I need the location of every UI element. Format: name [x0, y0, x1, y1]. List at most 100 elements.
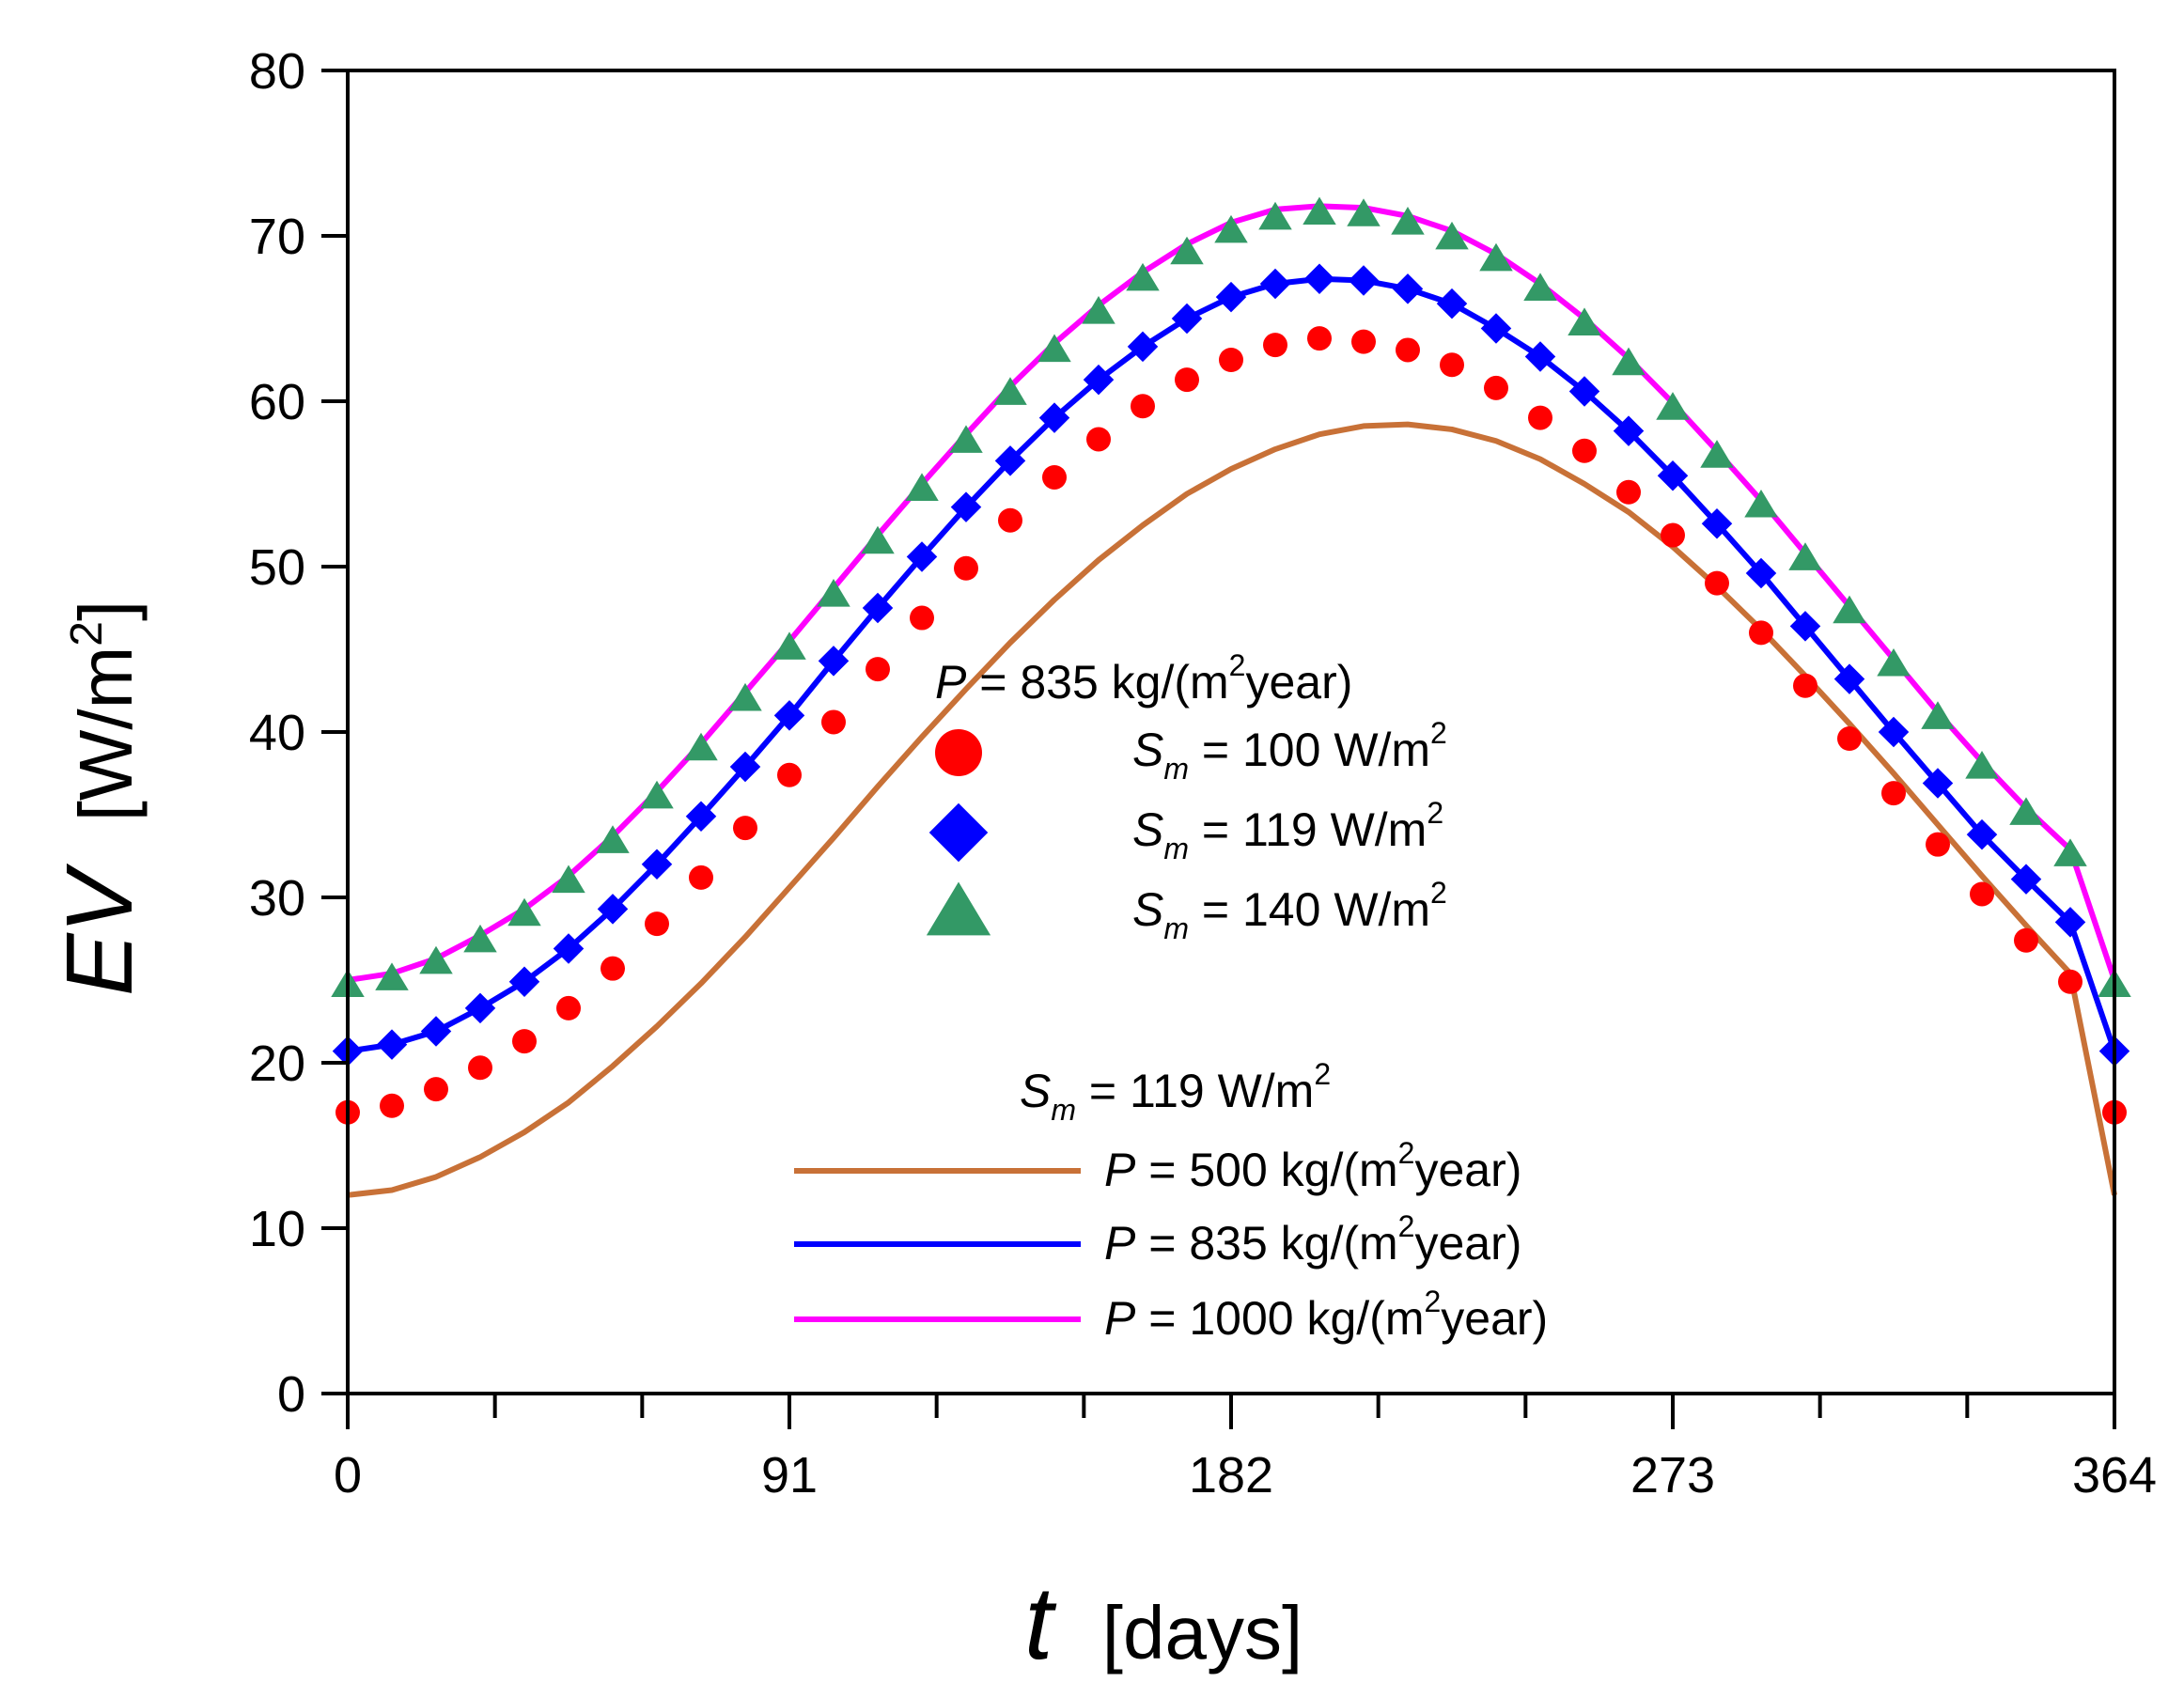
legend-label: P = 500 kg/(m2year) [1104, 1136, 1521, 1196]
data-point [645, 911, 669, 937]
data-point [508, 966, 540, 998]
legend-label-sub: m [1163, 752, 1189, 786]
data-point [463, 924, 497, 953]
series-line [347, 421, 2117, 1198]
data-point [1042, 464, 1067, 490]
y-tick-label: 60 [249, 374, 305, 430]
legend-label-text: = 140 W/m [1189, 883, 1430, 936]
x-axis-unit: [days] [1102, 1591, 1303, 1675]
legend-label-sub: m [1163, 832, 1189, 865]
data-point [1215, 281, 1247, 313]
data-point [1214, 214, 1248, 243]
legend-label: Sm = 100 W/m2 [1132, 716, 1447, 786]
data-point [993, 377, 1027, 405]
y-axis: 0 10 20 30 40 50 60 70 80 [249, 43, 348, 1423]
data-point [552, 865, 585, 894]
data-point [910, 605, 934, 631]
legend-label-sup: 2 [1424, 1285, 1441, 1318]
data-point [1170, 236, 1204, 265]
data-point [1833, 595, 1866, 624]
data-point [1263, 333, 1287, 358]
data-point [375, 962, 409, 990]
data-point [1038, 402, 1070, 433]
data-point [640, 780, 674, 809]
legend-label-text: = 100 W/m [1189, 724, 1430, 776]
data-point [1037, 334, 1071, 363]
data-point [866, 657, 890, 682]
x-axis-var: t [1024, 1566, 1057, 1681]
data-point [1572, 438, 1597, 463]
series-3 [347, 421, 2117, 1198]
data-point [689, 865, 713, 890]
data-point [777, 762, 802, 787]
data-point [641, 849, 673, 880]
data-point [1258, 201, 1292, 230]
data-point [1612, 347, 1646, 376]
data-point [1303, 263, 1335, 295]
y-tick-label: 20 [249, 1036, 305, 1092]
data-point [1616, 479, 1641, 505]
legend-label-sub: m [1163, 911, 1189, 945]
data-point [1086, 427, 1111, 452]
data-point [685, 801, 717, 833]
data-point [1480, 313, 1512, 344]
legend-marker [926, 881, 991, 936]
data-point [950, 491, 982, 522]
data-point [376, 1029, 408, 1060]
data-point [556, 995, 581, 1020]
y-axis-unit-sup: 2 [62, 621, 112, 646]
data-point [1970, 881, 1994, 907]
y-tick-label: 0 [277, 1366, 305, 1423]
x-axis: 0 91 182 273 364 [334, 1394, 2157, 1503]
data-point [1789, 611, 1821, 642]
data-point [1524, 341, 1556, 372]
data-point [998, 507, 1022, 533]
data-point [1479, 242, 1513, 272]
data-point [597, 894, 629, 925]
data-point [1131, 394, 1155, 419]
legend-label-var: S [1132, 724, 1163, 776]
legend-heading-2-sup: 2 [1314, 1057, 1331, 1091]
legend-label: Sm = 140 W/m2 [1132, 876, 1447, 945]
legend-heading-1: P = 835 kg/(m2year) [935, 648, 1352, 709]
data-point [1171, 303, 1203, 335]
data-point [1127, 331, 1159, 363]
legend-label: P = 835 kg/(m2year) [1104, 1209, 1521, 1270]
legend-heading-2-var: S [1020, 1065, 1051, 1117]
data-point [1440, 352, 1464, 378]
y-axis-var: EV [47, 863, 152, 996]
y-tick-label: 10 [249, 1201, 305, 1257]
legend-label-text: = 1000 kg/(m [1135, 1292, 1424, 1345]
legend-label-var: P [1104, 1217, 1136, 1270]
data-point [419, 945, 453, 974]
data-point [1744, 489, 1778, 518]
data-point [1568, 307, 1601, 335]
data-point [733, 816, 757, 841]
data-point [1881, 781, 1906, 806]
data-point [1701, 507, 1733, 539]
legend-label: P = 1000 kg/(m2year) [1104, 1285, 1548, 1345]
data-point [1661, 522, 1685, 548]
data-point [728, 682, 762, 711]
series-0 [335, 326, 2127, 1125]
data-point [1878, 716, 1910, 748]
legend-label-sup: 2 [1398, 1136, 1415, 1170]
data-point [949, 425, 983, 453]
data-point [1435, 221, 1469, 250]
data-point [1307, 326, 1332, 351]
y-tick-label: 30 [249, 870, 305, 927]
legend-label-var: P [1104, 1144, 1136, 1196]
data-point [862, 592, 894, 624]
x-tick-label: 91 [761, 1447, 818, 1503]
legend-label-post: year) [1414, 1217, 1521, 1270]
legend-heading-1-var: P [935, 656, 967, 709]
data-point [1259, 268, 1291, 300]
data-point [1877, 647, 1911, 677]
data-point [2010, 864, 2042, 895]
legend-label-text: = 500 kg/(m [1135, 1144, 1397, 1196]
series-1 [332, 263, 2130, 1067]
series-line [347, 203, 2117, 983]
legend-label-text: = 835 kg/(m [1135, 1217, 1397, 1270]
data-point [1175, 367, 1199, 393]
